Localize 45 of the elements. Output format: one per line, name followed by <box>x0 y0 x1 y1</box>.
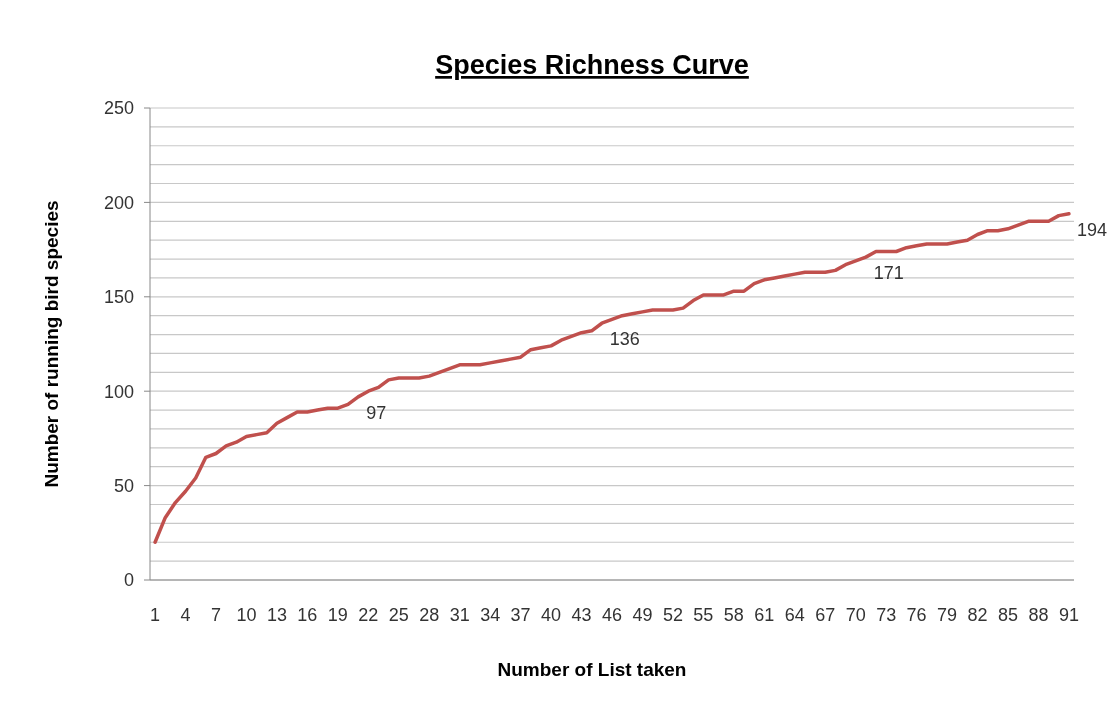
x-tick-label: 67 <box>815 605 836 625</box>
x-tick-label: 55 <box>693 605 714 625</box>
data-label: 136 <box>609 329 640 350</box>
x-tick-label: 46 <box>601 605 623 625</box>
x-tick-label: 10 <box>236 605 257 625</box>
line-series <box>153 211 1071 544</box>
y-tick-label: 250 <box>103 98 134 119</box>
x-tick-label: 82 <box>967 605 988 625</box>
x-tick-label: 1 <box>150 605 161 625</box>
y-tick-label: 0 <box>123 570 134 591</box>
x-tick-label: 91 <box>1058 605 1079 625</box>
chart-title: Species Richness Curve <box>435 50 749 80</box>
x-tick-label: 7 <box>210 605 222 625</box>
x-tick-label: 4 <box>180 605 191 625</box>
data-label: 171 <box>873 263 904 284</box>
x-tick-label: 31 <box>449 605 470 625</box>
x-tick-label: 88 <box>1028 605 1049 625</box>
data-label: 194 <box>1076 219 1107 240</box>
x-tick-label: 73 <box>876 605 897 625</box>
x-axis-title: Number of List taken <box>497 659 687 680</box>
x-tick-label: 19 <box>327 605 348 625</box>
data-label: 97 <box>366 402 387 423</box>
x-tick-label: 61 <box>754 605 775 625</box>
x-tick-label: 43 <box>571 605 592 625</box>
x-tick-label: 37 <box>510 605 531 625</box>
y-tick-label: 150 <box>103 287 134 308</box>
y-axis-title: Number of running bird species <box>41 200 62 488</box>
x-tick-label: 64 <box>784 605 805 625</box>
x-tick-label: 28 <box>419 605 440 625</box>
x-tick-label: 85 <box>997 605 1019 625</box>
y-tick-label: 200 <box>103 192 134 213</box>
x-tick-label: 34 <box>480 605 501 625</box>
x-tick-label: 70 <box>845 605 866 625</box>
x-tick-label: 40 <box>541 605 562 625</box>
y-tick-label: 100 <box>103 381 134 402</box>
x-tick-label: 16 <box>297 605 318 625</box>
x-tick-label: 22 <box>358 605 379 625</box>
x-tick-label: 58 <box>723 605 744 625</box>
x-tick-label: 79 <box>937 605 958 625</box>
x-tick-label: 49 <box>632 605 653 625</box>
x-tick-label: 76 <box>906 605 927 625</box>
x-tick-label: 52 <box>662 605 683 625</box>
x-tick-label: 25 <box>388 605 409 625</box>
y-tick-label: 50 <box>113 475 134 496</box>
x-tick-label: 13 <box>266 605 287 625</box>
